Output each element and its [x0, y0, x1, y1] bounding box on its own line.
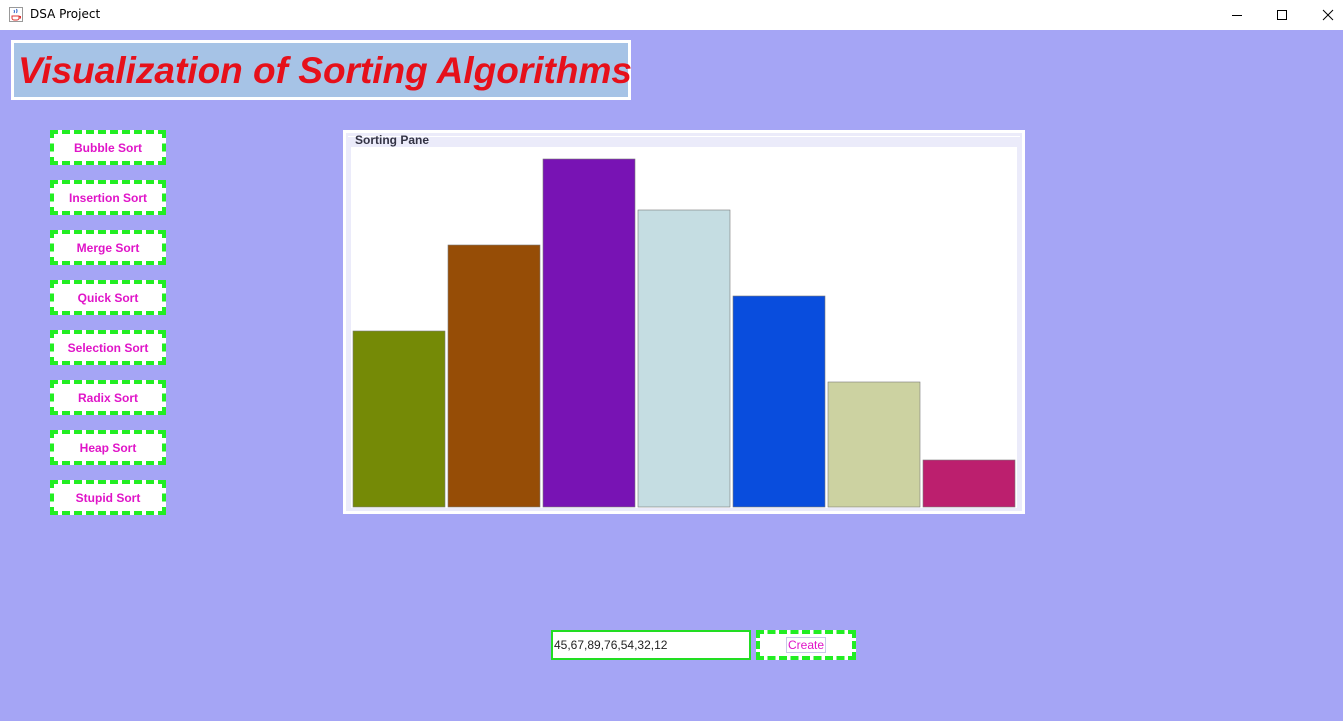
bar-chart-area — [351, 147, 1017, 508]
page-title: Visualization of Sorting Algorithms — [18, 50, 632, 91]
radix-sort-button[interactable]: Radix Sort — [50, 380, 166, 415]
heading-panel: Visualization of Sorting Algorithms — [11, 40, 632, 100]
stupid-sort-button[interactable]: Stupid Sort — [50, 480, 166, 515]
bubble-sort-button[interactable]: Bubble Sort — [50, 130, 166, 165]
bar-chart — [352, 158, 1016, 508]
insertion-sort-button[interactable]: Insertion Sort — [50, 180, 166, 215]
create-button[interactable]: Create — [756, 630, 856, 660]
bar-3 — [542, 158, 636, 508]
selection-sort-button[interactable]: Selection Sort — [50, 330, 166, 365]
merge-sort-button[interactable]: Merge Sort — [50, 230, 166, 265]
numbers-input[interactable] — [551, 630, 751, 660]
sorting-pane: Sorting Pane — [343, 130, 1025, 514]
close-button[interactable] — [1305, 0, 1343, 30]
quick-sort-button[interactable]: Quick Sort — [50, 280, 166, 315]
pane-border — [348, 136, 1020, 145]
bar-6 — [827, 381, 921, 508]
heap-sort-button[interactable]: Heap Sort — [50, 430, 166, 465]
maximize-icon — [1277, 10, 1287, 20]
title-bar: DSA Project — [0, 0, 1343, 30]
bar-4 — [637, 209, 731, 508]
bar-5 — [732, 295, 826, 508]
bar-2 — [447, 244, 541, 508]
java-cup-icon — [9, 7, 23, 22]
create-button-label: Create — [785, 637, 827, 653]
bar-1 — [352, 330, 446, 508]
maximize-button[interactable] — [1259, 0, 1305, 30]
window-title: DSA Project — [30, 7, 101, 21]
minimize-button[interactable] — [1214, 0, 1260, 30]
close-icon — [1322, 9, 1334, 21]
bar-7 — [922, 459, 1016, 508]
minimize-icon — [1232, 15, 1242, 16]
sorting-pane-title: Sorting Pane — [355, 133, 430, 147]
